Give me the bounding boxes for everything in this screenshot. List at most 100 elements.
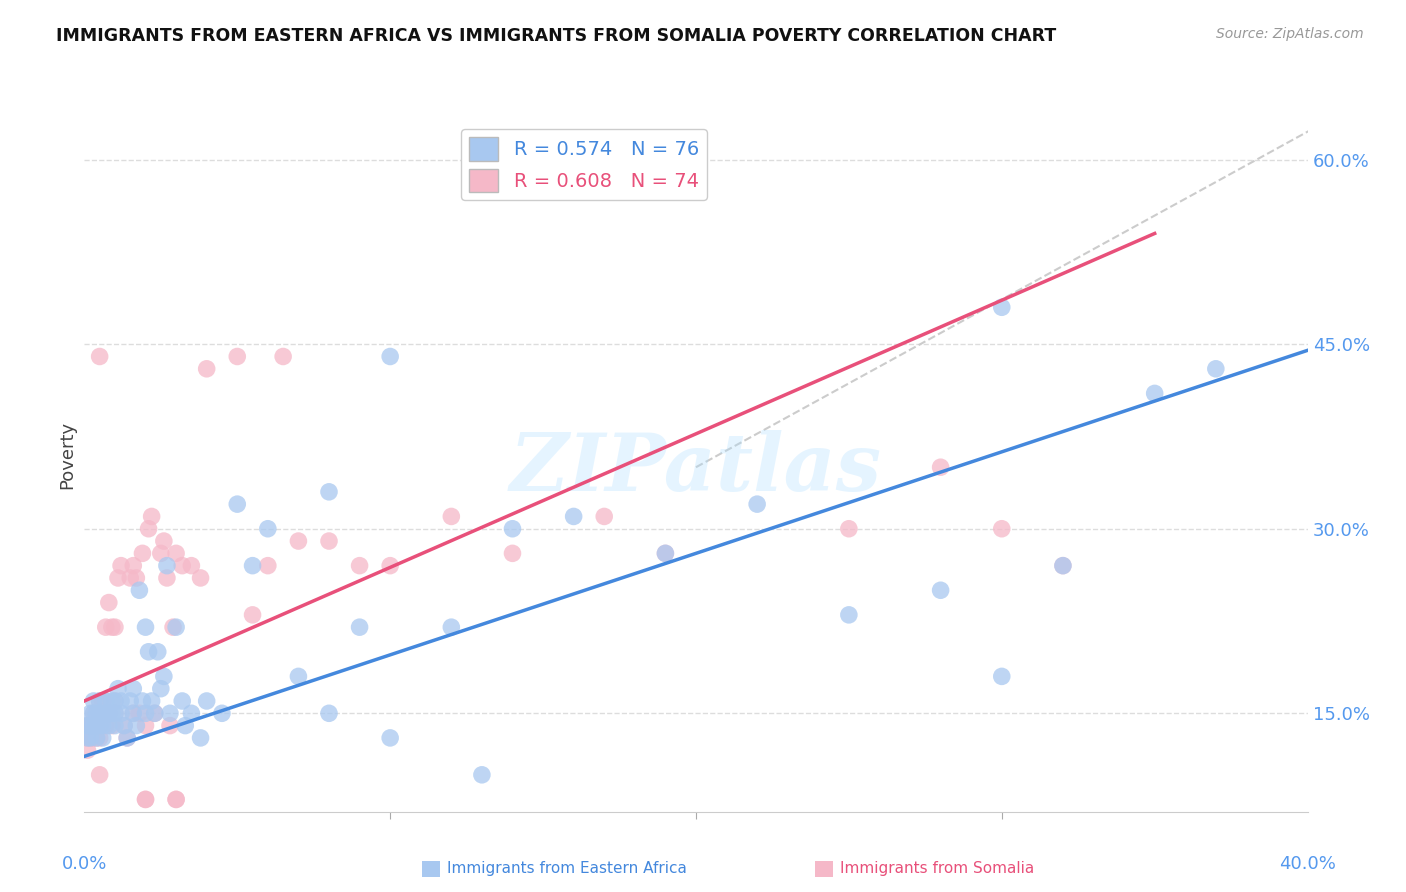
Point [318, 706, 340, 721]
Point [991, 522, 1014, 536]
Point [349, 620, 371, 634]
Point [120, 694, 142, 708]
Point [1052, 558, 1074, 573]
Point [159, 706, 181, 721]
Point [89, 768, 111, 782]
Point [257, 558, 280, 573]
Point [135, 792, 157, 806]
Point [190, 571, 212, 585]
Text: Immigrants from Eastern Africa: Immigrants from Eastern Africa [447, 862, 686, 876]
Point [83, 706, 105, 721]
Point [115, 731, 138, 745]
Point [165, 792, 187, 806]
Point [471, 768, 494, 782]
Point [89, 718, 111, 732]
Point [271, 350, 294, 364]
Point [89, 718, 111, 732]
Point [654, 546, 676, 560]
Point [104, 706, 127, 721]
Point [190, 731, 212, 745]
Point [104, 620, 127, 634]
Point [747, 497, 769, 511]
Point [97, 596, 120, 610]
Point [94, 620, 117, 634]
Point [104, 718, 127, 732]
Point [138, 522, 160, 536]
Point [1205, 361, 1227, 376]
Point [76, 731, 98, 745]
Point [104, 706, 127, 721]
Point [128, 706, 150, 721]
Point [174, 718, 197, 732]
Point [110, 694, 132, 708]
Point [1052, 558, 1074, 573]
Point [226, 497, 249, 511]
Point [86, 718, 108, 732]
Point [195, 361, 218, 376]
Point [101, 718, 124, 732]
Point [101, 694, 124, 708]
Point [91, 718, 114, 732]
Point [242, 607, 264, 622]
Point [156, 558, 179, 573]
Point [79, 718, 101, 732]
Point [195, 694, 218, 708]
Point [83, 731, 105, 745]
Point [211, 706, 233, 721]
Point [654, 546, 676, 560]
Point [125, 718, 148, 732]
Point [89, 706, 111, 721]
Point [115, 731, 138, 745]
Point [135, 620, 157, 634]
Point [83, 706, 105, 721]
Point [79, 706, 101, 721]
Point [83, 694, 105, 708]
Point [131, 694, 153, 708]
Text: Immigrants from Somalia: Immigrants from Somalia [841, 862, 1035, 876]
Point [1143, 386, 1166, 401]
Point [122, 681, 145, 696]
Point [122, 706, 145, 721]
Text: 40.0%: 40.0% [1279, 855, 1336, 872]
Point [122, 558, 145, 573]
Point [380, 350, 402, 364]
Point [89, 694, 111, 708]
Point [141, 509, 163, 524]
Point [110, 706, 132, 721]
Point [318, 534, 340, 549]
Point [162, 620, 184, 634]
Point [89, 706, 111, 721]
Point [97, 706, 120, 721]
Point [380, 558, 402, 573]
Point [226, 350, 249, 364]
Point [318, 484, 340, 499]
Text: Source: ZipAtlas.com: Source: ZipAtlas.com [1216, 27, 1364, 41]
Point [180, 706, 202, 721]
Point [159, 718, 181, 732]
Point [242, 558, 264, 573]
Point [143, 706, 166, 721]
Point [165, 546, 187, 560]
Point [94, 706, 117, 721]
Point [172, 558, 194, 573]
Point [79, 718, 101, 732]
Point [128, 583, 150, 598]
Point [89, 731, 111, 745]
Point [91, 731, 114, 745]
Point [838, 522, 860, 536]
Point [83, 718, 105, 732]
Point [101, 706, 124, 721]
Point [135, 792, 157, 806]
Point [79, 731, 101, 745]
Point [94, 694, 117, 708]
Point [153, 534, 176, 549]
Point [89, 350, 111, 364]
Point [257, 522, 280, 536]
Point [76, 718, 98, 732]
Point [91, 706, 114, 721]
Point [180, 558, 202, 573]
Text: 0.0%: 0.0% [62, 855, 107, 872]
Point [440, 620, 463, 634]
Point [104, 694, 127, 708]
Point [112, 718, 135, 732]
